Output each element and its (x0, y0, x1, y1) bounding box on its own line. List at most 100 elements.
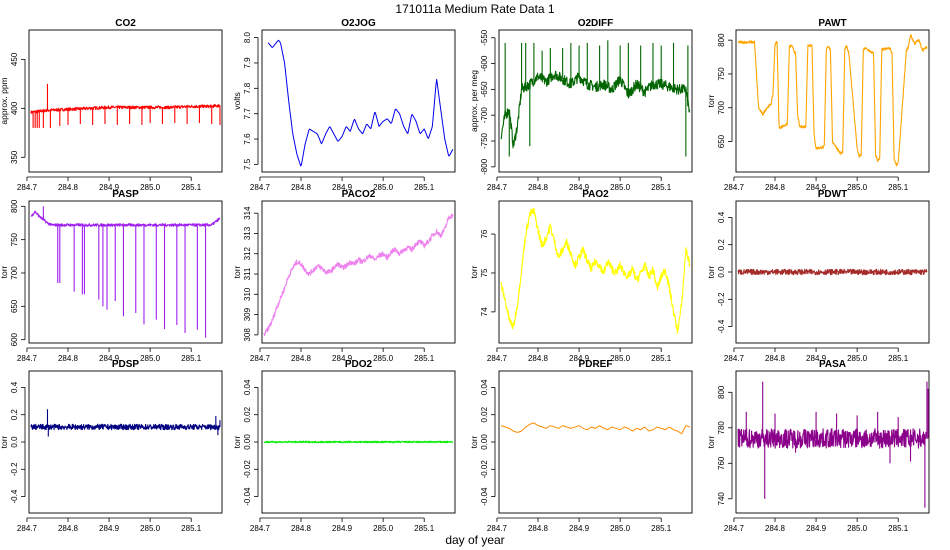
x-tick-label: 284.8 (291, 524, 312, 533)
series-line (30, 104, 221, 114)
y-tick-label: 0.00 (243, 434, 252, 450)
x-tick-label: 285.1 (888, 354, 909, 363)
y-tick-label: 314 (243, 206, 252, 220)
y-tick-label: 308 (243, 328, 252, 342)
y-tick-label: 0.04 (480, 379, 489, 395)
series-pao2 (500, 208, 691, 334)
x-tick-label: 284.7 (17, 524, 38, 533)
x-tick-label: 285.0 (373, 524, 394, 533)
y-tick-label: 750 (717, 67, 726, 81)
y-tick-label: 7.7 (243, 108, 252, 120)
x-tick-label: 284.7 (250, 354, 271, 363)
y-tick-label: 750 (10, 232, 19, 246)
y-tick-label: 8.0 (243, 31, 252, 43)
panel-title: PDWT (818, 189, 847, 200)
x-tick-label: 285.0 (140, 354, 161, 363)
series-line (737, 428, 928, 449)
series-o2jog (267, 39, 454, 167)
x-tick-label: 285.0 (847, 183, 868, 192)
plot-frame (28, 29, 223, 173)
series-line (737, 34, 928, 167)
x-tick-label: 285.0 (140, 183, 161, 192)
plot-frame (498, 370, 693, 514)
y-tick-label: 800 (717, 385, 726, 399)
series-co2 (30, 83, 221, 128)
x-tick-label: 284.7 (250, 183, 271, 192)
y-tick-label: 76 (480, 229, 489, 238)
panel-title: PAWT (818, 18, 846, 29)
panel-title: PASA (819, 359, 846, 370)
y-tick-label: 740 (717, 492, 726, 506)
x-tick-label: 284.9 (806, 183, 827, 192)
panel-o2jog: O2JOG volts 284.7 284.8 284.9 285.0 285.1 7.5 7.… (232, 18, 456, 192)
plot-frame (735, 370, 930, 514)
y-axis-label: torr (706, 435, 716, 448)
chart-panels: CO2 approx. ppm 284.7 284.8 284.9 285.0 285.1 3… (0, 18, 930, 533)
x-tick-label: 284.9 (806, 354, 827, 363)
y-tick-label: 600 (10, 332, 19, 346)
panel-title: CO2 (115, 18, 136, 29)
plot-frame (498, 29, 693, 173)
x-tick-label: 284.7 (724, 354, 745, 363)
y-tick-label: 7.8 (243, 82, 252, 94)
plot-frame (261, 200, 456, 344)
y-tick-label: 7.6 (243, 133, 252, 145)
x-tick-label: 284.8 (528, 183, 549, 192)
series-line (500, 70, 691, 149)
y-tick-label: -600 (480, 55, 489, 72)
x-tick-label: 284.7 (17, 183, 38, 192)
series-pawt (737, 34, 928, 167)
y-tick-label: 760 (717, 456, 726, 470)
y-tick-label: 7.5 (243, 158, 252, 170)
x-tick-label: 285.0 (140, 524, 161, 533)
panel-pdsp: PDSP torr 284.7 284.8 284.9 285.0 285.1 -0.4 -0.… (0, 359, 223, 533)
x-tick-label: 284.7 (250, 524, 271, 533)
series-paco2 (263, 213, 454, 337)
y-tick-label: 700 (10, 266, 19, 280)
y-tick-label: -550 (480, 29, 489, 46)
y-tick-label: -750 (480, 132, 489, 149)
x-tick-label: 284.8 (765, 524, 786, 533)
x-tick-label: 284.7 (487, 354, 508, 363)
y-tick-label: 800 (10, 199, 19, 213)
y-tick-label: 74 (480, 307, 489, 316)
y-axis-label: torr (469, 435, 479, 448)
x-tick-label: 284.7 (17, 354, 38, 363)
y-tick-label: 700 (717, 101, 726, 115)
y-tick-label: 309 (243, 307, 252, 321)
panel-title: PDREF (579, 359, 613, 370)
series-line (30, 423, 221, 431)
series-pdo2 (263, 440, 454, 444)
y-tick-label: 7.9 (243, 57, 252, 69)
series-line (267, 39, 454, 167)
series-line (263, 440, 454, 444)
y-tick-label: 310 (243, 287, 252, 301)
y-tick-label: -0.04 (243, 487, 252, 506)
x-tick-label: 285.0 (847, 524, 868, 533)
y-tick-label: 400 (10, 101, 19, 115)
y-tick-label: 0.02 (243, 406, 252, 422)
plot-frame (735, 200, 930, 344)
x-tick-label: 285.0 (373, 354, 394, 363)
y-tick-label: 0.04 (243, 379, 252, 395)
x-axis-label: day of year (445, 533, 504, 547)
panel-pdo2: PDO2 torr 284.7 284.8 284.9 285.0 285.1 -0.04 -0… (232, 359, 456, 533)
x-tick-label: 284.8 (291, 183, 312, 192)
panel-co2: CO2 approx. ppm 284.7 284.8 284.9 285.0 285.1 3… (0, 18, 223, 192)
series-pdref (500, 422, 691, 435)
series-pdsp (30, 409, 221, 437)
x-tick-label: 284.9 (569, 354, 590, 363)
y-axis-label: torr (706, 265, 716, 278)
y-axis-label: approx. per meg (469, 70, 479, 132)
y-tick-label: 0.2 (10, 409, 19, 421)
series-line (500, 208, 691, 334)
x-tick-label: 284.8 (765, 354, 786, 363)
x-tick-label: 285.1 (181, 354, 202, 363)
y-tick-label: 0.0 (10, 436, 19, 448)
x-tick-label: 285.1 (181, 183, 202, 192)
y-axis-label: torr (0, 265, 9, 278)
y-tick-label: -0.2 (10, 462, 19, 476)
x-tick-label: 285.1 (651, 354, 672, 363)
